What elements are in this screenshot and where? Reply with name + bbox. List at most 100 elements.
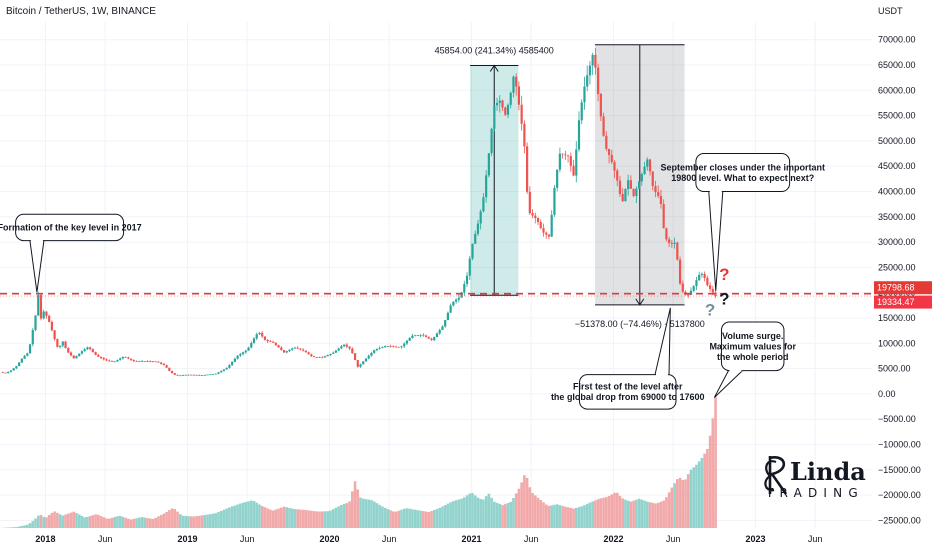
- volume-bar: [547, 505, 551, 528]
- candle-body: [233, 358, 236, 362]
- candle-body: [80, 351, 84, 354]
- candle-body: [427, 337, 430, 339]
- volume-bar: [370, 500, 373, 528]
- candle-body: [97, 354, 100, 357]
- candle-body: [261, 332, 264, 337]
- volume-bar: [304, 510, 308, 528]
- volume-bar: [195, 516, 198, 528]
- volume-bar: [110, 517, 114, 528]
- volume-bar: [323, 511, 327, 528]
- volume-bar: [692, 467, 696, 528]
- candle-body: [323, 356, 327, 358]
- candle-body: [651, 171, 654, 187]
- volume-bar: [118, 515, 122, 528]
- volume-bar: [591, 501, 594, 528]
- price-axis[interactable]: USDT 70000.00 65000.00 60000.00 55000.00 500…: [878, 6, 921, 525]
- volume-bar: [706, 449, 709, 528]
- linda-trading-logo: Linda TRADING: [764, 456, 866, 500]
- candle-body: [449, 305, 452, 313]
- candle-body: [689, 290, 693, 295]
- volume-bar: [577, 507, 581, 528]
- candle-body: [588, 65, 592, 76]
- volume-bar: [353, 481, 357, 528]
- volume-bar: [697, 461, 701, 528]
- candle-body: [91, 349, 94, 352]
- time-axis[interactable]: 2018 Jun 2019 Jun 2020 Jun 2021 Jun 2022 Jun 2023 J…: [35, 534, 822, 544]
- measure-down-label: −51378.00 (−74.46%) −5137800: [575, 319, 705, 329]
- candle-body: [662, 203, 665, 229]
- volume-bar: [184, 515, 188, 528]
- volume-bar: [422, 511, 425, 528]
- volume-bar: [61, 515, 65, 528]
- candle-body: [599, 93, 602, 117]
- volume-bar: [482, 499, 485, 528]
- candle-body: [20, 358, 23, 363]
- x-tick-label: 2020: [319, 534, 339, 544]
- volume-bar: [493, 501, 496, 528]
- volume-bar: [12, 527, 15, 528]
- candle-body: [353, 353, 357, 361]
- candle-body: [654, 186, 657, 193]
- volume-bar: [198, 515, 201, 528]
- candle-body: [201, 375, 204, 376]
- candle-body: [370, 352, 373, 356]
- volume-bar: [583, 505, 586, 528]
- candle-body: [452, 301, 455, 306]
- candle-body: [165, 365, 168, 368]
- candle-body: [506, 104, 510, 115]
- volume-bar: [656, 502, 660, 528]
- candle-body: [591, 54, 594, 66]
- candle-body: [146, 361, 149, 362]
- volume-bar: [394, 511, 398, 528]
- volume-bar: [654, 503, 657, 528]
- candle-body: [211, 373, 215, 375]
- volume-bar: [411, 509, 414, 528]
- volume-bar: [121, 516, 125, 528]
- candle-body: [334, 350, 338, 353]
- volume-bar: [389, 510, 392, 528]
- volume-bar: [260, 506, 264, 528]
- candle-body: [31, 330, 34, 345]
- volume-bar: [86, 516, 89, 528]
- volume-bar: [329, 510, 332, 528]
- candle-body: [39, 295, 43, 319]
- callout-text: First test of the level after: [573, 382, 683, 392]
- candle-body: [127, 357, 130, 359]
- volume-bar: [520, 482, 523, 528]
- volume-bar: [72, 511, 76, 528]
- candle-body: [643, 166, 646, 175]
- candle-body: [217, 372, 220, 374]
- candle-body: [665, 228, 668, 240]
- candle-body: [460, 292, 463, 298]
- candle-body: [247, 347, 250, 351]
- candle-body: [583, 86, 586, 103]
- volume-bar: [331, 509, 335, 528]
- candle-body: [195, 374, 198, 376]
- volume-bar: [681, 479, 685, 528]
- x-tick-label: 2023: [746, 534, 766, 544]
- volume-bar: [596, 499, 600, 528]
- candle-body: [337, 348, 340, 351]
- y-tick-label: 70000.00: [878, 35, 916, 45]
- candle-body: [105, 359, 108, 361]
- volume-bar: [531, 492, 534, 528]
- volume-bar: [310, 510, 313, 528]
- candle-body: [359, 364, 362, 367]
- candle-body: [220, 370, 223, 373]
- volume-bar: [129, 519, 133, 528]
- volume-bar: [181, 515, 185, 528]
- candle-body: [72, 355, 75, 359]
- volume-bar: [211, 513, 215, 528]
- volume-bar: [359, 497, 362, 528]
- candle-body: [255, 334, 258, 339]
- candle-body: [569, 156, 572, 166]
- volume-bar: [574, 507, 578, 528]
- candle-body: [566, 155, 570, 157]
- volume-bar: [435, 508, 439, 528]
- volume-bar: [140, 517, 144, 528]
- candle-body: [168, 367, 171, 371]
- volume-bar: [15, 527, 18, 528]
- volume-bar: [643, 500, 646, 528]
- candle-body: [621, 193, 624, 202]
